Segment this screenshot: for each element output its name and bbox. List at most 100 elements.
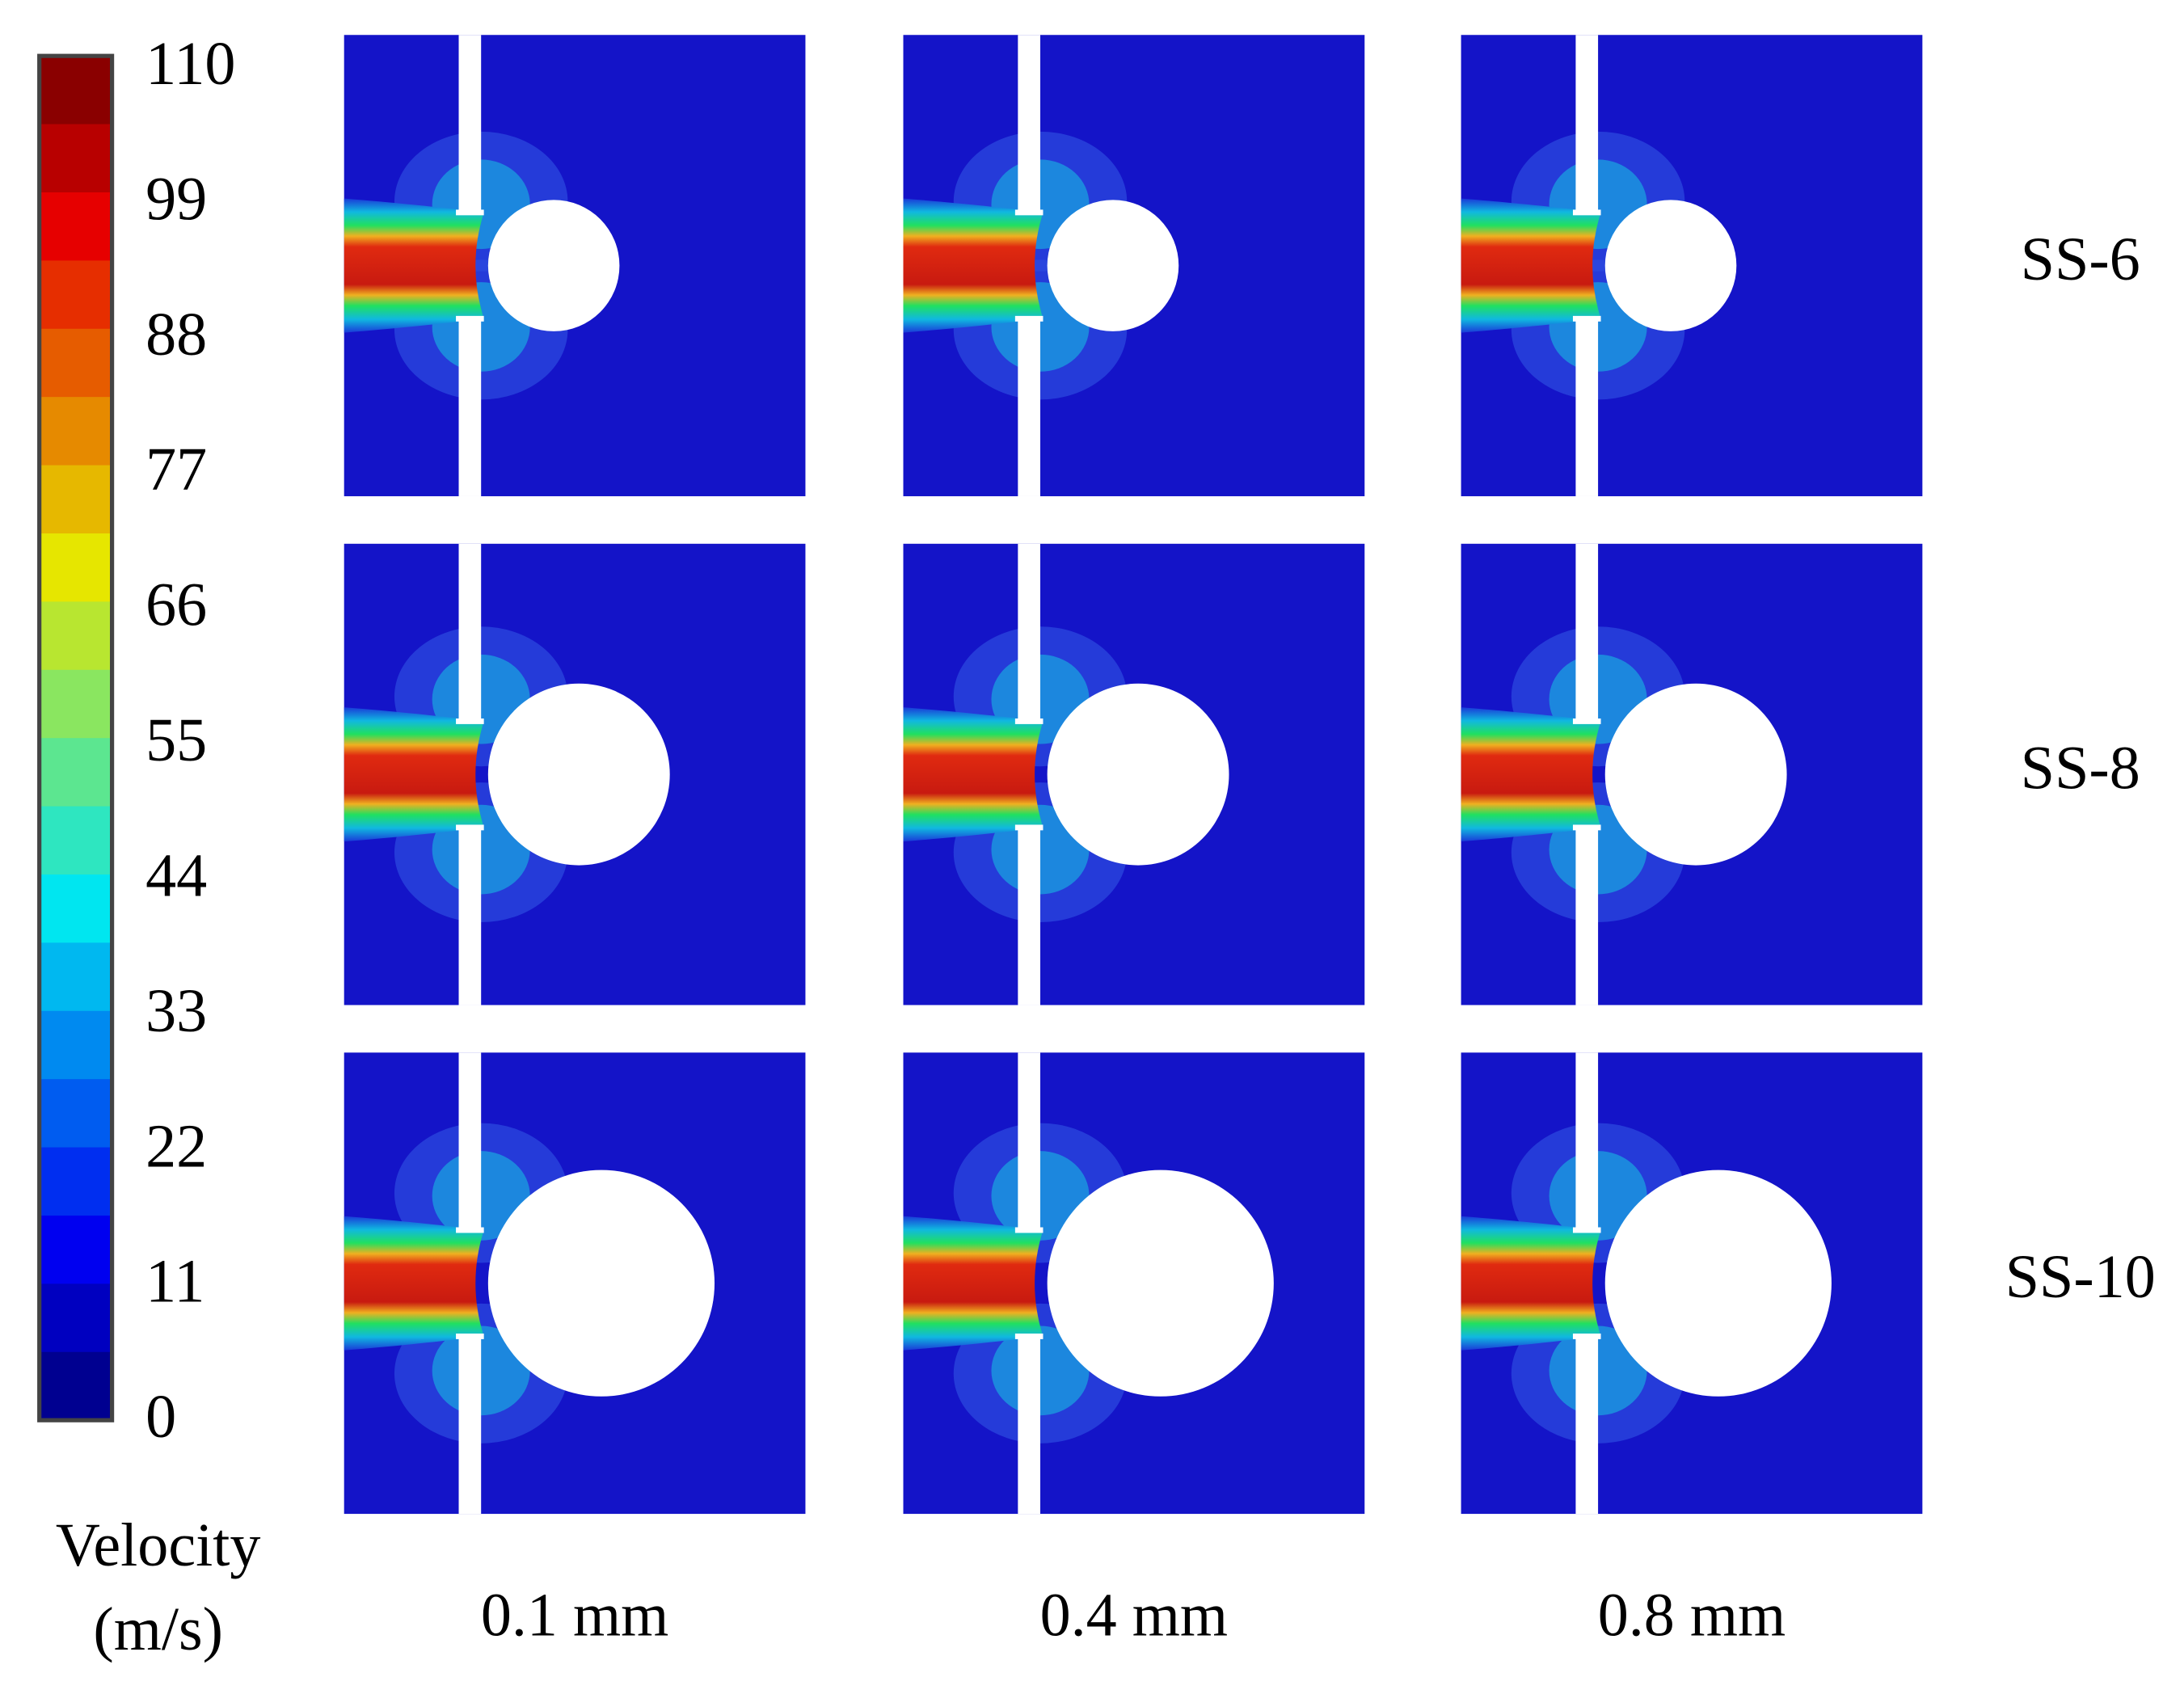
colorbar-band: [39, 56, 112, 125]
colorbar-band: [39, 874, 112, 944]
particle: [487, 1170, 715, 1397]
colorbar-tick-label: 44: [145, 841, 207, 909]
colorbar-band: [39, 260, 112, 330]
wall-edge: [1014, 315, 1044, 322]
particle: [1604, 1170, 1832, 1397]
colorbar-tick-label: 22: [145, 1112, 207, 1180]
wall-slot: [458, 1052, 482, 1230]
jet: [903, 198, 1044, 333]
row-label: SS-8: [2021, 735, 2140, 803]
colorbar-band: [39, 942, 112, 1012]
wall-slot: [1018, 1052, 1041, 1230]
colorbar-tick-label: 66: [145, 571, 207, 639]
jet: [1461, 707, 1601, 842]
particle: [487, 683, 670, 866]
particle: [1604, 200, 1737, 331]
colorbar-band: [39, 124, 112, 193]
contour-panel: [903, 35, 1365, 496]
wall-slot: [458, 827, 482, 1005]
colorbar-band: [39, 601, 112, 671]
wall-slot: [1575, 1052, 1599, 1230]
particle: [1047, 200, 1179, 331]
colorbar-band: [39, 1283, 112, 1353]
wall-slot: [458, 35, 482, 213]
colorbar-tick-label: 55: [145, 706, 207, 774]
wall-slot: [1018, 35, 1041, 213]
colorbar-band: [39, 1351, 112, 1422]
colorbar-tick-label: 0: [145, 1383, 176, 1451]
colorbar-tick-label: 11: [145, 1248, 204, 1316]
colorbar-unit: (m/s): [93, 1595, 223, 1663]
wall-edge: [456, 1227, 484, 1233]
wall-edge: [456, 315, 484, 322]
contour-panel: [903, 543, 1365, 1005]
column-label: 0.1 mm: [481, 1582, 668, 1650]
jet: [903, 707, 1044, 842]
wall-edge: [1014, 718, 1044, 724]
colorbar-tick-label: 77: [145, 436, 207, 504]
wall-slot: [1018, 543, 1041, 722]
colorbar-title: Velocity: [56, 1511, 261, 1579]
colorbar-tick-label: 110: [145, 30, 235, 98]
contour-panel: [344, 35, 806, 496]
wall-edge: [1014, 824, 1044, 831]
colorbar-band: [39, 1147, 112, 1216]
colorbar-band: [39, 533, 112, 603]
particle: [487, 200, 620, 331]
panels: SS-6 SS-8 SS-10 0.1 mm 0.4 mm 0.8 mm: [344, 35, 2156, 1650]
jet: [344, 1216, 484, 1351]
particle: [1604, 683, 1787, 866]
wall-slot: [1575, 318, 1599, 496]
row-label: SS-6: [2021, 225, 2140, 293]
jet: [344, 707, 484, 842]
wall-slot: [1575, 543, 1599, 722]
colorbar-band: [39, 1079, 112, 1148]
colorbar-frame: [37, 53, 115, 1422]
wall-edge: [1572, 209, 1601, 216]
wall-edge: [456, 824, 484, 831]
wall-edge: [1572, 1333, 1601, 1339]
row-label: SS-10: [2005, 1243, 2156, 1311]
contour-panel: [1461, 543, 1923, 1005]
colorbar-band: [39, 806, 112, 875]
wall-edge: [1014, 1333, 1044, 1339]
wall-edge: [456, 1333, 484, 1339]
wall-edge: [1014, 209, 1044, 216]
jet: [344, 198, 484, 333]
contour-panel: [1461, 1052, 1923, 1515]
colorbar-band: [39, 328, 112, 398]
wall-slot: [1575, 827, 1599, 1005]
colorbar-band: [39, 1215, 112, 1285]
contour-panel: [1461, 35, 1923, 496]
wall-slot: [458, 318, 482, 496]
colorbar-band: [39, 669, 112, 740]
wall-slot: [1575, 1336, 1599, 1515]
particle: [1047, 683, 1229, 866]
jet: [1461, 1216, 1601, 1351]
colorbar-band: [39, 738, 112, 807]
column-label: 0.8 mm: [1598, 1582, 1786, 1650]
jet: [903, 1216, 1044, 1351]
wall-slot: [1018, 827, 1041, 1005]
column-label: 0.4 mm: [1040, 1582, 1228, 1650]
wall-edge: [1572, 315, 1601, 322]
contour-panel: [903, 1052, 1365, 1515]
wall-edge: [456, 209, 484, 216]
wall-edge: [456, 718, 484, 724]
colorbar-band: [39, 192, 112, 262]
contour-panel: [344, 1052, 806, 1515]
wall-slot: [458, 543, 482, 722]
particle: [1047, 1170, 1274, 1397]
wall-edge: [1572, 718, 1601, 724]
colorbar-tick-label: 88: [145, 301, 207, 369]
wall-slot: [1018, 1336, 1041, 1515]
jet: [1461, 198, 1601, 333]
colorbar-tick-label: 99: [145, 165, 207, 233]
wall-slot: [458, 1336, 482, 1515]
wall-slot: [1018, 318, 1041, 496]
wall-edge: [1572, 1227, 1601, 1233]
colorbar-band: [39, 465, 112, 534]
colorbar-tick-label: 33: [145, 977, 207, 1045]
